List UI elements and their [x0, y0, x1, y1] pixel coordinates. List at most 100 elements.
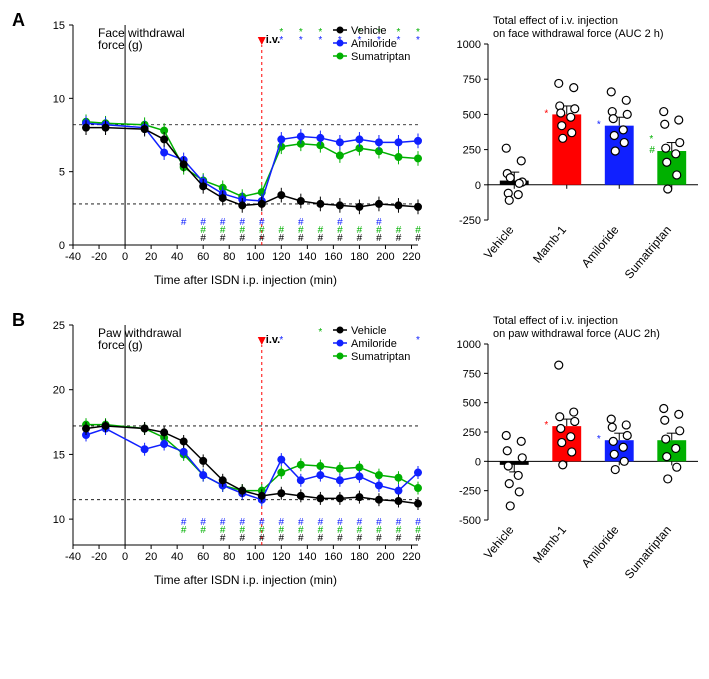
- legend-item: Amiloride: [351, 338, 397, 350]
- scatter-point: [622, 421, 630, 429]
- scatter-point: [609, 437, 617, 445]
- scatter-point: [555, 361, 563, 369]
- scatter-point: [571, 105, 579, 113]
- y-tick: 1000: [457, 339, 481, 351]
- series-line-amiloride: [86, 123, 418, 201]
- sig-mark: *: [597, 120, 601, 131]
- scatter-point: [503, 447, 511, 455]
- x-tick: 140: [298, 251, 316, 263]
- x-axis-label: Time after ISDN i.p. injection (min): [154, 273, 337, 287]
- scatter-point: [611, 466, 619, 474]
- scatter-point: [610, 132, 618, 140]
- y-tick: 500: [463, 109, 481, 121]
- y-tick: 20: [53, 385, 65, 397]
- x-tick: 220: [402, 251, 420, 263]
- bar-chart: -25002505007501000Vehicle*Mamb-1*Amilori…: [438, 10, 708, 290]
- sig-hash: #: [376, 233, 382, 244]
- scatter-point: [515, 179, 523, 187]
- x-tick: -40: [65, 551, 81, 563]
- sig-mark: *: [597, 434, 601, 445]
- scatter-point: [610, 450, 618, 458]
- x-tick: 100: [246, 251, 264, 263]
- scatter-point: [623, 432, 631, 440]
- scatter-point: [676, 427, 684, 435]
- scatter-point: [556, 413, 564, 421]
- series-line-amiloride: [86, 429, 418, 500]
- x-tick: 40: [171, 251, 183, 263]
- y-tick: 0: [475, 456, 481, 468]
- scatter-point: [660, 108, 668, 116]
- x-tick: 200: [376, 551, 394, 563]
- line-chart: -40-200204060801001201401601802002200510…: [28, 10, 428, 290]
- scatter-point: [661, 120, 669, 128]
- y-tick: 750: [463, 74, 481, 86]
- sig-hash: #: [396, 533, 402, 544]
- line-chart: -40-200204060801001201401601802002201015…: [28, 310, 428, 590]
- sig-star: *: [299, 35, 303, 46]
- scatter-point: [567, 113, 575, 121]
- scatter-point: [502, 432, 510, 440]
- x-tick: 40: [171, 551, 183, 563]
- x-tick: 160: [324, 551, 342, 563]
- sig-hash: #: [396, 233, 402, 244]
- sig-hash: #: [318, 233, 324, 244]
- x-tick: 20: [145, 251, 157, 263]
- x-tick: 0: [122, 551, 128, 563]
- sig-mark: *: [544, 420, 548, 431]
- scatter-point: [570, 408, 578, 416]
- panel-A: A-40-20020406080100120140160180200220051…: [10, 10, 699, 290]
- sig-hash: #: [279, 233, 285, 244]
- bar-category-label: Vehicle: [481, 223, 517, 262]
- x-tick: 120: [272, 551, 290, 563]
- y-tick: -250: [459, 215, 481, 227]
- scatter-point: [505, 196, 513, 204]
- sig-hash: #: [259, 533, 265, 544]
- sig-star: *: [416, 335, 420, 346]
- scatter-point: [620, 457, 628, 465]
- x-tick: 60: [197, 251, 209, 263]
- y-tick: 0: [59, 240, 65, 252]
- scatter-point: [623, 110, 631, 118]
- scatter-point: [504, 462, 512, 470]
- sig-hash: #: [337, 233, 343, 244]
- sig-star: *: [279, 335, 283, 346]
- sig-hash: #: [181, 525, 187, 536]
- scatter-point: [558, 439, 566, 447]
- scatter-point: [664, 475, 672, 483]
- x-tick: 140: [298, 551, 316, 563]
- scatter-point: [568, 448, 576, 456]
- y-tick: 0: [475, 180, 481, 192]
- sig-hash: #: [415, 533, 421, 544]
- scatter-point: [559, 461, 567, 469]
- y-tick: -500: [459, 515, 481, 527]
- bar-category-label: Vehicle: [481, 523, 517, 562]
- y-tick: 10: [53, 514, 65, 526]
- sig-hash: #: [376, 533, 382, 544]
- x-tick: 80: [223, 551, 235, 563]
- y-tick: 250: [463, 145, 481, 157]
- x-tick: -20: [91, 551, 107, 563]
- sig-hash: #: [337, 533, 343, 544]
- bar-category-label: Amiloride: [579, 223, 622, 271]
- x-tick: 100: [246, 551, 264, 563]
- sig-hash: #: [279, 533, 285, 544]
- x-tick: 120: [272, 251, 290, 263]
- scatter-point: [517, 437, 525, 445]
- sig-hash: #: [181, 217, 187, 228]
- bar-chart: -500-25002505007501000Vehicle*Mamb-1*Ami…: [438, 310, 708, 590]
- scatter-point: [506, 174, 514, 182]
- scatter-point: [660, 405, 668, 413]
- scatter-point: [514, 191, 522, 199]
- scatter-point: [673, 171, 681, 179]
- iv-label: i.v.: [266, 334, 280, 346]
- sig-hash: #: [200, 233, 206, 244]
- scatter-point: [619, 443, 627, 451]
- sig-hash: #: [239, 233, 245, 244]
- y-tick: 15: [53, 449, 65, 461]
- legend-item: Amiloride: [351, 38, 397, 50]
- sig-star: *: [279, 35, 283, 46]
- bar: [552, 426, 581, 461]
- scatter-point: [608, 423, 616, 431]
- legend-item: Sumatriptan: [351, 51, 410, 63]
- scatter-point: [675, 116, 683, 124]
